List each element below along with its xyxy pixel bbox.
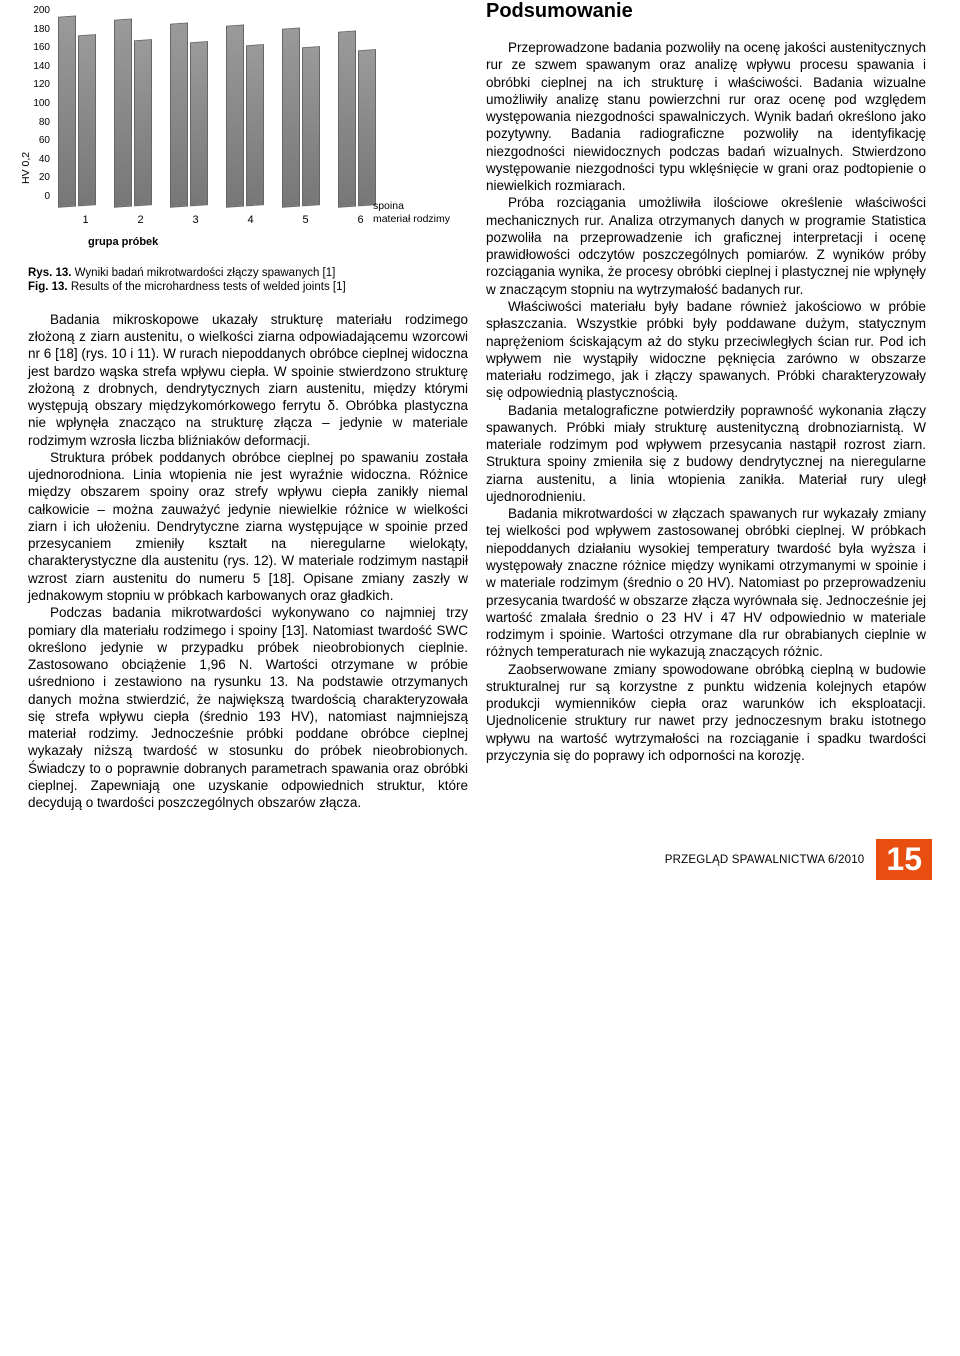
y-tick: 80 bbox=[28, 118, 50, 128]
x-axis-label: grupa próbek bbox=[88, 236, 158, 248]
paragraph: Przeprowadzone badania pozwoliły na ocen… bbox=[486, 39, 926, 194]
paragraph: Próba rozciągania umożliwiła ilościowe o… bbox=[486, 194, 926, 298]
paragraph: Badania mikrotwardości w złączach spawan… bbox=[486, 505, 926, 660]
bar-group bbox=[338, 28, 388, 208]
paragraph: Właściwości materiału były badane równie… bbox=[486, 298, 926, 402]
x-tick: 2 bbox=[113, 214, 168, 226]
x-tick: 1 bbox=[58, 214, 113, 226]
bar-group bbox=[170, 20, 220, 208]
y-tick: 140 bbox=[28, 62, 50, 72]
chart-bar bbox=[190, 40, 208, 206]
chart-bar bbox=[114, 18, 132, 207]
y-tick: 0 bbox=[28, 192, 50, 202]
caption-text-en: Results of the microhardness tests of we… bbox=[68, 281, 346, 293]
chart-bar bbox=[302, 45, 320, 206]
y-tick: 20 bbox=[28, 173, 50, 183]
bar-group bbox=[226, 22, 276, 208]
paragraph: Podczas badania mikrotwardości wykonywan… bbox=[28, 604, 468, 811]
legend-item: materiał rodzimy bbox=[373, 213, 450, 226]
bar-group bbox=[58, 13, 108, 208]
page-number: 15 bbox=[876, 839, 932, 880]
chart-area bbox=[58, 6, 388, 206]
chart-bar bbox=[246, 43, 264, 206]
chart-bar bbox=[78, 34, 96, 207]
y-tick: 160 bbox=[28, 43, 50, 53]
chart-legend: spoina materiał rodzimy bbox=[373, 200, 450, 225]
hardness-chart: HV 0,2 0 20 40 60 80 100 120 140 160 180… bbox=[28, 0, 468, 260]
paragraph: Struktura próbek poddanych obróbce ciepl… bbox=[28, 449, 468, 604]
caption-label-en: Fig. 13. bbox=[28, 281, 68, 293]
chart-bar bbox=[226, 24, 244, 208]
chart-bar bbox=[282, 27, 300, 208]
caption-text-pl: Wyniki badań mikrotwardości złączy spawa… bbox=[71, 267, 335, 279]
left-column-text: Badania mikroskopowe ukazały strukturę m… bbox=[28, 311, 468, 812]
x-tick: 3 bbox=[168, 214, 223, 226]
y-tick: 180 bbox=[28, 25, 50, 35]
chart-bar bbox=[358, 48, 376, 206]
right-column-text: Przeprowadzone badania pozwoliły na ocen… bbox=[486, 39, 926, 764]
chart-bar bbox=[170, 22, 188, 207]
bar-group bbox=[114, 16, 164, 208]
y-tick: 200 bbox=[28, 6, 50, 16]
x-tick: 5 bbox=[278, 214, 333, 226]
caption-label-pl: Rys. 13. bbox=[28, 267, 71, 279]
chart-bar bbox=[58, 15, 76, 207]
bar-group bbox=[282, 25, 332, 208]
legend-item: spoina bbox=[373, 200, 450, 213]
y-tick: 120 bbox=[28, 80, 50, 90]
paragraph: Badania metalograficzne potwierdziły pop… bbox=[486, 402, 926, 506]
journal-name: PRZEGLĄD SPAWALNICTWA 6/2010 bbox=[665, 854, 865, 866]
y-tick: 40 bbox=[28, 155, 50, 165]
chart-bar bbox=[134, 38, 152, 206]
summary-heading: Podsumowanie bbox=[486, 0, 926, 23]
page-footer: PRZEGLĄD SPAWALNICTWA 6/2010 15 bbox=[0, 839, 960, 890]
y-axis-ticks: 0 20 40 60 80 100 120 140 160 180 200 bbox=[28, 6, 50, 202]
paragraph: Badania mikroskopowe ukazały strukturę m… bbox=[28, 311, 468, 449]
x-tick: 4 bbox=[223, 214, 278, 226]
chart-bar bbox=[338, 30, 356, 208]
paragraph: Zaobserwowane zmiany spowodowane obróbką… bbox=[486, 661, 926, 765]
y-tick: 60 bbox=[28, 136, 50, 146]
x-axis-ticks: 1 2 3 4 5 6 bbox=[58, 214, 388, 226]
figure-caption: Rys. 13. Wyniki badań mikrotwardości złą… bbox=[28, 266, 468, 295]
y-tick: 100 bbox=[28, 99, 50, 109]
